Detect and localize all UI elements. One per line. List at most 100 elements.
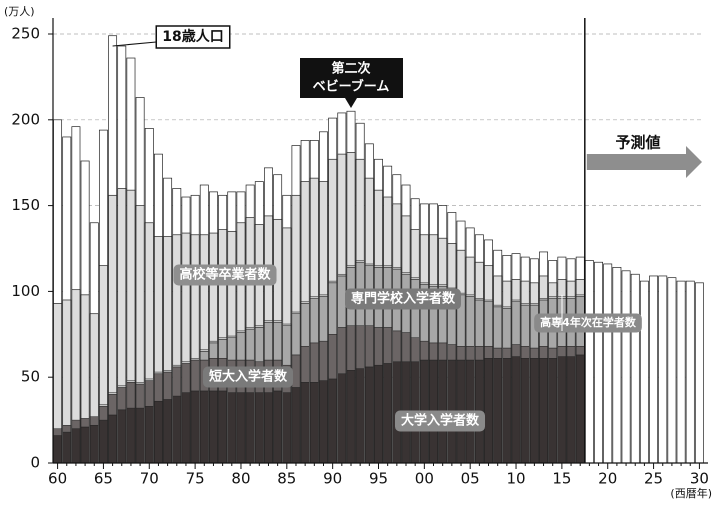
bar-segment [548, 358, 558, 464]
bar-segment [328, 334, 337, 380]
x-tick-label: 70 [140, 470, 159, 488]
series-label: 18歳人口 [162, 28, 223, 45]
bar-segment [410, 337, 420, 363]
bar-segment [62, 431, 72, 464]
x-unit: (西暦年) [670, 486, 712, 500]
bar-segment [566, 296, 576, 299]
bar-segment [117, 409, 127, 464]
bar-segment [227, 337, 237, 361]
bar-segment [511, 301, 521, 345]
bar-segment [181, 363, 191, 393]
bar-segment [245, 327, 255, 330]
forecast-arrow [586, 146, 702, 178]
y-unit: (万人) [4, 5, 35, 18]
bar-segment [530, 358, 539, 464]
bar-segment [502, 358, 512, 464]
bar-segment [144, 378, 154, 381]
bar-segment [346, 370, 356, 464]
bar [603, 263, 613, 464]
bar-segment [575, 354, 585, 464]
y-tick-label: 100 [11, 282, 40, 300]
bar-segment [319, 296, 328, 342]
bar-segment [172, 366, 182, 397]
bar-segment [328, 282, 337, 335]
bar-segment [300, 301, 310, 304]
bar-segment [71, 428, 81, 464]
bar-segment [493, 304, 503, 308]
bar-segment [273, 320, 282, 323]
bar-segment [135, 383, 145, 409]
bar-segment [502, 347, 512, 359]
bar-segment [80, 418, 90, 428]
bar-segment [190, 390, 200, 464]
bar-segment [144, 406, 154, 464]
bar-segment [108, 394, 117, 416]
bar-segment [163, 399, 172, 464]
y-tick-label: 50 [21, 368, 40, 386]
label-box [394, 410, 486, 432]
bar-segment [548, 296, 558, 299]
x-tick-label: 25 [644, 470, 663, 488]
bar-segment [319, 380, 328, 464]
forecast-label: 予測値 [615, 134, 660, 152]
bar-segment [218, 337, 227, 340]
bar-segment [190, 359, 200, 392]
bar-segment [364, 325, 374, 368]
x-tick-label: 80 [231, 470, 250, 488]
bar-segment [484, 299, 493, 302]
bar-segment [245, 392, 255, 464]
bar-segment [300, 303, 310, 347]
bar-segment [438, 284, 448, 287]
bar-segment [355, 325, 365, 369]
bar-segment [328, 378, 337, 464]
x-tick-label: 30 [690, 470, 709, 488]
label-box [173, 264, 277, 286]
bar-segment [163, 371, 172, 400]
bar-segment [282, 392, 292, 464]
x-tick-label: 65 [94, 470, 113, 488]
bar-segment [282, 323, 292, 326]
bar-segment [190, 358, 200, 361]
bar-segment [291, 387, 301, 464]
bar-segment [337, 327, 347, 375]
bar-segment [374, 265, 383, 268]
bar [685, 280, 695, 464]
bar-segment [264, 392, 273, 464]
bar-segment [401, 332, 411, 363]
bar-segment [264, 320, 273, 323]
bar-segment [236, 330, 246, 333]
bar [639, 280, 649, 464]
bar-segment [575, 294, 585, 297]
bar-segment [511, 356, 521, 464]
bar-segment [108, 414, 117, 464]
bar-segment [539, 358, 548, 464]
bar [649, 275, 659, 464]
label-box [344, 288, 462, 310]
bar-segment [456, 346, 466, 361]
y-tick-label: 0 [30, 454, 40, 472]
bar-segment [199, 390, 209, 464]
bar-segment [309, 382, 319, 464]
bar-segment [254, 392, 264, 464]
bar [658, 275, 668, 464]
bar-segment [420, 282, 429, 285]
bar-segment [264, 322, 273, 361]
bar-segment [154, 400, 163, 464]
bar-segment [346, 325, 356, 371]
bar-segment [520, 304, 530, 347]
bar-segment [484, 346, 493, 359]
bar-segment [429, 342, 438, 361]
x-tick-label: 85 [277, 470, 296, 488]
y-tick-label: 250 [11, 25, 40, 43]
bar-segment [374, 327, 383, 366]
bar-segment [438, 342, 448, 361]
bar-segment [163, 370, 172, 373]
bar [594, 261, 603, 464]
x-tick-label: 75 [186, 470, 205, 488]
bar-segment [218, 390, 227, 464]
bar-segment [309, 342, 319, 383]
label-box [202, 366, 294, 388]
series-label: 大学入学者数 [401, 413, 480, 429]
